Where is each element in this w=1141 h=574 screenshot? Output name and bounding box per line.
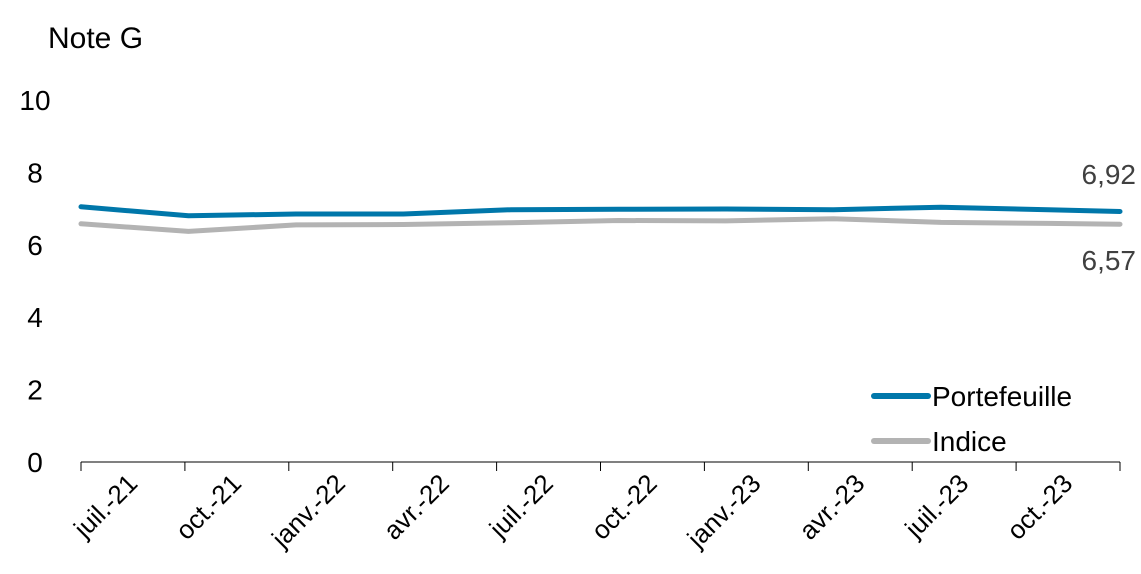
x-tick-label: janv.-23 — [681, 468, 767, 554]
x-tick-label: juil.-21 — [67, 468, 143, 544]
x-tick-label: oct.-23 — [1001, 468, 1078, 545]
y-tick-label: 4 — [27, 302, 43, 333]
x-tick-label: oct.-22 — [585, 468, 662, 545]
y-tick-label: 2 — [27, 375, 43, 406]
end-labels: 6,92 6,57 — [1082, 159, 1137, 276]
y-tick-label: 8 — [27, 157, 43, 188]
legend: Portefeuille Indice — [871, 381, 1072, 457]
x-tick-label: janv.-22 — [265, 468, 351, 554]
chart-title: Note G — [48, 22, 143, 55]
legend-label: Portefeuille — [932, 381, 1072, 412]
y-tick-label: 6 — [27, 230, 43, 261]
y-axis: 0 2 4 6 8 10 — [19, 85, 50, 478]
end-value-label: 6,92 — [1082, 159, 1137, 190]
series-lines — [78, 204, 1123, 234]
x-tick-label: oct.-21 — [170, 468, 247, 545]
legend-label: Indice — [932, 426, 1007, 457]
x-tick-label: juil.-22 — [483, 468, 559, 544]
x-tick-label: juil.-23 — [898, 468, 974, 544]
series-line-indice — [78, 216, 1123, 234]
y-tick-label: 0 — [27, 447, 43, 478]
series-line-portefeuille — [78, 204, 1123, 219]
y-tick-label: 10 — [19, 85, 50, 116]
x-tick-label: avr.-23 — [793, 468, 870, 545]
x-axis: juil.-21 oct.-21 janv.-22 avr.-22 juil.-22 oc… — [67, 461, 1121, 554]
end-value-label: 6,57 — [1082, 245, 1137, 276]
x-tick-label: avr.-22 — [377, 468, 454, 545]
